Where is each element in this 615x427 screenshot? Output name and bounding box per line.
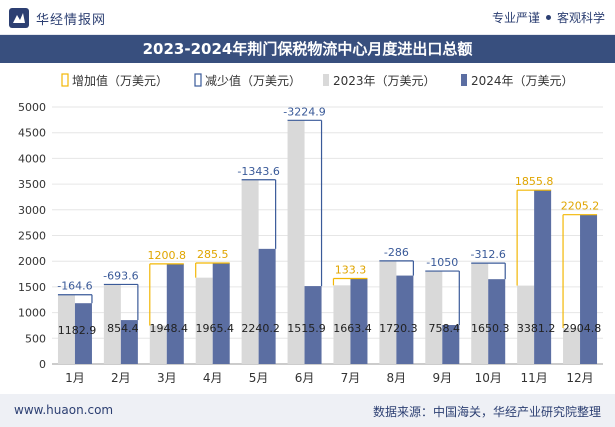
value-label: 854.4 [107, 322, 139, 335]
bar-2023 [241, 179, 259, 364]
bar-2023 [563, 328, 581, 364]
x-tick-label: 12月 [566, 371, 593, 385]
change-label: -3224.9 [283, 105, 325, 118]
legend-swatch [61, 73, 69, 87]
footer: www.huaon.com 数据来源：中国海关，华经产业研究院整理 [0, 394, 615, 427]
logo-icon [9, 8, 29, 28]
brand-name: 华经情报网 [36, 12, 107, 28]
x-tick-label: 11月 [520, 371, 547, 385]
tagline-professional: 专业严谨 [491, 11, 540, 25]
change-label: -164.6 [57, 280, 92, 293]
value-label: 1720.3 [379, 322, 418, 335]
value-label: 758.4 [429, 322, 461, 335]
y-tick-label: 2500 [18, 230, 46, 243]
value-label: 1663.4 [333, 322, 372, 335]
y-tick-label: 5000 [18, 101, 46, 114]
y-tick-label: 3500 [18, 178, 46, 191]
y-tick-label: 3000 [18, 204, 46, 217]
y-tick-label: 2000 [18, 255, 46, 268]
value-label: 1515.9 [287, 322, 326, 335]
bar-2024 [580, 214, 598, 364]
bar-2023 [287, 120, 305, 364]
change-label: 1855.8 [515, 175, 554, 188]
legend-label: 增加值（万美元） [72, 73, 168, 88]
x-tick-label: 4月 [203, 371, 223, 385]
legend-swatch [323, 74, 329, 86]
bar-2024 [166, 263, 184, 364]
bar-2024 [304, 286, 322, 364]
separator-dot-icon [545, 15, 551, 20]
change-label: -1050 [426, 256, 458, 269]
bar-chart: 0 500 1000 1500 2000 2500 3000 3500 4000 4500 5000… [18, 73, 603, 385]
footer-website[interactable]: www.huaon.com [14, 403, 114, 417]
y-tick-label: 0 [39, 358, 46, 371]
bar-2024 [488, 279, 506, 364]
legend-label: 减少值（万美元） [205, 73, 301, 88]
change-label: -286 [384, 246, 409, 259]
bar-2024 [74, 303, 92, 364]
y-tick-label: 1500 [18, 281, 46, 294]
value-label: 1650.3 [471, 322, 510, 335]
bar-2023 [103, 284, 121, 364]
tagline-objective: 客观科学 [556, 11, 605, 25]
value-label: 3381.2 [517, 322, 556, 335]
bar-2024 [350, 278, 368, 364]
x-tick-label: 9月 [432, 371, 452, 385]
change-label: -312.6 [470, 248, 505, 261]
change-label: 285.5 [197, 248, 229, 261]
x-tick-label: 6月 [295, 371, 315, 385]
legend-swatch [461, 74, 467, 86]
bar-2023 [379, 260, 397, 364]
bar-2023 [471, 263, 489, 364]
value-label: 1948.4 [150, 322, 189, 335]
change-label: -1343.6 [237, 165, 279, 178]
bar-2023 [333, 285, 351, 364]
x-tick-label: 2月 [111, 371, 131, 385]
x-tick-label: 3月 [157, 371, 177, 385]
bar-2024 [120, 320, 138, 364]
bar-2024 [442, 325, 460, 364]
y-tick-label: 1000 [18, 307, 46, 320]
tagline: 专业严谨 客观科学 [492, 9, 605, 26]
legend-label: 2024年（万美元） [471, 74, 574, 88]
bar-2023 [195, 277, 213, 364]
bar-2024 [212, 262, 230, 364]
value-label: 2240.2 [241, 322, 280, 335]
bar-2023 [425, 271, 443, 364]
bar-2024 [534, 190, 552, 364]
y-tick-label: 4000 [18, 152, 46, 165]
brand[interactable]: 华经情报网 [8, 7, 106, 29]
y-tick-label: 4500 [18, 127, 46, 140]
x-tick-label: 10月 [475, 371, 502, 385]
x-tick-label: 7月 [341, 371, 361, 385]
x-tick-label: 8月 [387, 371, 407, 385]
change-label: 1200.8 [148, 249, 187, 262]
top-bar: 华经情报网 专业严谨 客观科学 [0, 0, 615, 35]
x-tick-label: 5月 [249, 371, 269, 385]
value-label: 2904.8 [563, 322, 602, 335]
change-label: 133.3 [335, 264, 367, 277]
legend-label: 2023年（万美元） [333, 74, 436, 88]
value-label: 1182.9 [58, 324, 97, 337]
value-label: 1965.4 [195, 322, 234, 335]
bar-2024 [396, 275, 414, 364]
change-label: -693.6 [103, 269, 138, 282]
legend-swatch [194, 73, 202, 87]
y-tick-label: 500 [25, 332, 46, 345]
bar-2023 [57, 294, 75, 364]
chart-title: 2023-2024年荆门保税物流中心月度进出口总额 [0, 35, 615, 63]
footer-source: 数据来源：中国海关，华经产业研究院整理 [372, 405, 601, 419]
bar-2023 [517, 285, 535, 364]
change-label: 2205.2 [561, 200, 600, 213]
x-tick-label: 1月 [65, 371, 85, 385]
bar-2023 [149, 325, 167, 364]
bar-2024 [258, 248, 276, 364]
